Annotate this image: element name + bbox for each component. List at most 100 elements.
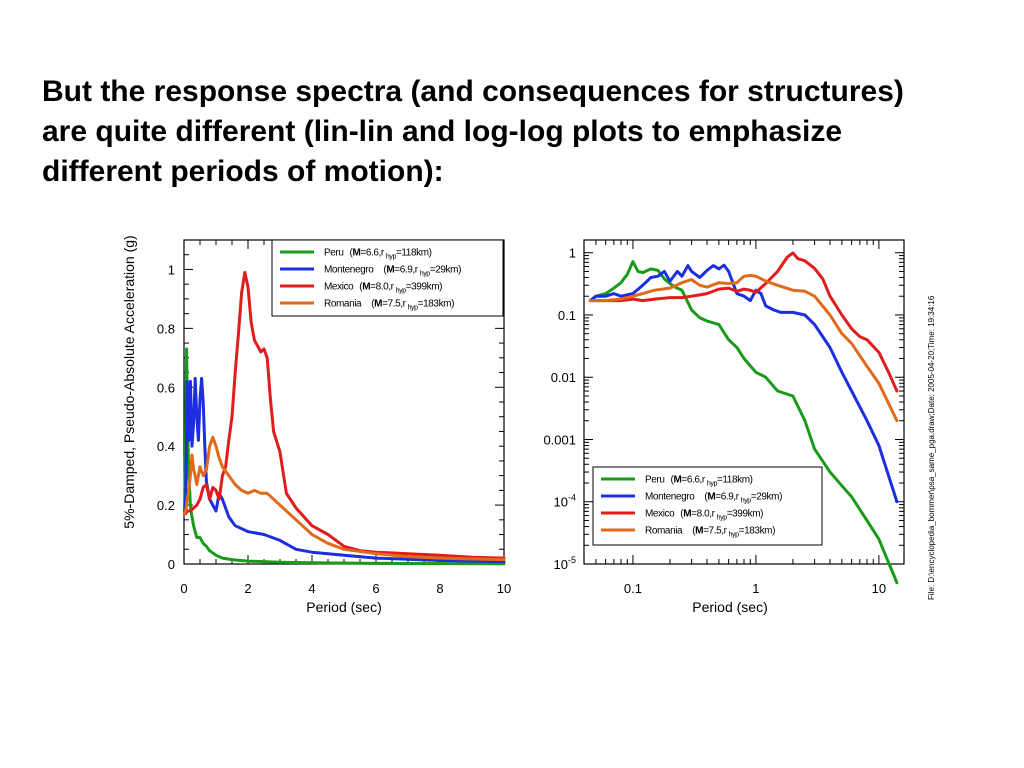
legend-magnitude-symbol: M — [683, 509, 691, 520]
file-footnote: File: D:\encyclopedia_bommer\psa_same_pg… — [927, 295, 936, 600]
legend-magnitude-value: =7.5,r — [382, 299, 407, 310]
linear-x-tick-label: 10 — [497, 581, 511, 596]
legend-hyp-subscript: hyp — [729, 532, 740, 539]
log-x-tick-label: 1 — [752, 581, 759, 596]
legend-distance: =183km) — [418, 299, 454, 310]
linear-y-tick-label: 1 — [168, 262, 175, 277]
legend-series-name: Peru — [645, 475, 665, 486]
legend-magnitude-symbol: M — [707, 492, 715, 503]
linear-y-tick-label: 0.4 — [157, 439, 175, 454]
log-legend-label-montenegro: Montenegro (M=6.9,r hyp=29km) — [645, 492, 782, 505]
legend-distance: =118km) — [396, 248, 432, 259]
legend-paren: ( — [671, 475, 675, 486]
linear-y-axis-title: 5%-Damped, Pseudo-Absolute Acceleration … — [121, 235, 137, 528]
linear-chart: 0 2 4 6 8 10 0 0.2 0.4 0.6 0.8 1 Period (sec) 5%-Damp… — [121, 235, 511, 615]
legend-paren: ( — [371, 299, 375, 310]
log-y-tick-base: 10 — [554, 557, 568, 572]
log-legend-label-peru: Peru (M=6.6,r hyp=118km) — [645, 475, 753, 488]
slide-title-line-3: different periods of motion): — [42, 155, 444, 188]
legend-magnitude-value: =6.6,r — [681, 475, 706, 486]
slide-title-line-2: are quite different (lin-lin and log-log… — [42, 115, 843, 148]
legend-distance: =399km) — [406, 282, 442, 293]
log-legend-box — [592, 466, 823, 546]
legend-paren: ( — [350, 248, 354, 259]
log-series-peru — [588, 260, 899, 585]
legend-hyp-subscript: hyp — [386, 254, 397, 261]
linear-series-mexico — [183, 270, 506, 560]
linear-series-montenegro — [183, 376, 506, 564]
legend-series-name: Romania — [324, 299, 362, 310]
log-y-tick-label: 0.001 — [543, 432, 576, 447]
legend-series-name: Montenegro — [324, 265, 374, 276]
legend-hyp-subscript: hyp — [707, 481, 718, 488]
slide-title: But the response spectra (and consequenc… — [42, 72, 982, 192]
linear-y-tick-label: 0 — [168, 557, 175, 572]
slide-title-line-1: But the response spectra (and consequenc… — [42, 75, 904, 108]
legend-magnitude-symbol: M — [374, 299, 382, 310]
legend-magnitude-symbol: M — [695, 526, 703, 537]
log-series-romania — [588, 274, 899, 423]
legend-magnitude-value: =6.9,r — [715, 492, 740, 503]
legend-distance: =29km) — [751, 492, 782, 503]
log-series-mexico — [588, 251, 899, 393]
linear-x-tick-label: 6 — [372, 581, 379, 596]
linear-legend-label-mexico: Mexico (M=8.0,r hyp=399km) — [324, 282, 442, 295]
legend-hyp-subscript: hyp — [420, 271, 431, 278]
legend-magnitude-symbol: M — [386, 265, 394, 276]
legend-magnitude-symbol: M — [673, 475, 681, 486]
linear-series-romania — [183, 435, 506, 562]
linear-y-tick-label: 0.8 — [157, 321, 175, 336]
linear-x-tick-label: 0 — [180, 581, 187, 596]
log-x-axis-title: Period (sec) — [692, 599, 767, 615]
legend-distance: =29km) — [430, 265, 461, 276]
linear-x-axis-title: Period (sec) — [306, 599, 381, 615]
linear-x-tick-label: 2 — [244, 581, 251, 596]
log-x-tick-label: 10 — [872, 581, 886, 596]
legend-magnitude-value: =8.0,r — [691, 509, 716, 520]
log-y-tick-label: 1 — [569, 246, 576, 261]
legend-magnitude-value: =8.0,r — [370, 282, 395, 293]
legend-series-name: Montenegro — [645, 492, 695, 503]
legend-series-name: Mexico — [645, 509, 675, 520]
linear-series-peru — [183, 347, 506, 566]
legend-magnitude-symbol: M — [352, 248, 360, 259]
linear-x-tick-label: 8 — [436, 581, 443, 596]
legend-series-name: Romania — [645, 526, 683, 537]
legend-series-name: Mexico — [324, 282, 354, 293]
log-x-tick-label: 0.1 — [624, 581, 642, 596]
legend-distance: =399km) — [727, 509, 763, 520]
legend-paren: ( — [692, 526, 696, 537]
legend-magnitude-value: =6.6,r — [360, 248, 385, 259]
linear-x-tick-label: 4 — [308, 581, 315, 596]
legend-distance: =183km) — [739, 526, 775, 537]
log-legend-label-romania: Romania (M=7.5,r hyp=183km) — [645, 526, 775, 539]
log-y-tick-exponent: -4 — [568, 493, 576, 503]
legend-hyp-subscript: hyp — [741, 498, 752, 505]
legend-magnitude-symbol: M — [362, 282, 370, 293]
log-y-tick-label: 10-5 — [554, 555, 576, 572]
log-y-tick-exponent: -5 — [568, 555, 576, 565]
linear-y-tick-label: 0.2 — [157, 498, 175, 513]
legend-magnitude-value: =6.9,r — [394, 265, 419, 276]
legend-hyp-subscript: hyp — [396, 288, 407, 295]
log-y-tick-base: 10 — [554, 495, 568, 510]
legend-paren: ( — [359, 282, 363, 293]
linear-y-tick-label: 0.6 — [157, 380, 175, 395]
legend-series-name: Peru — [324, 248, 344, 259]
linear-legend-label-peru: Peru (M=6.6,r hyp=118km) — [324, 248, 432, 261]
legend-hyp-subscript: hyp — [717, 515, 728, 522]
legend-paren: ( — [704, 492, 708, 503]
legend-distance: =118km) — [717, 475, 753, 486]
log-y-tick-label: 10-4 — [554, 493, 576, 510]
legend-paren: ( — [680, 509, 684, 520]
log-legend-label-mexico: Mexico (M=8.0,r hyp=399km) — [645, 509, 763, 522]
legend-hyp-subscript: hyp — [408, 305, 419, 312]
log-y-tick-label: 0.01 — [551, 370, 576, 385]
log-y-tick-label: 0.1 — [558, 308, 576, 323]
legend-magnitude-value: =7.5,r — [703, 526, 728, 537]
log-series-montenegro — [588, 263, 899, 504]
linear-legend-label-romania: Romania (M=7.5,r hyp=183km) — [324, 299, 454, 312]
legend-paren: ( — [383, 265, 387, 276]
